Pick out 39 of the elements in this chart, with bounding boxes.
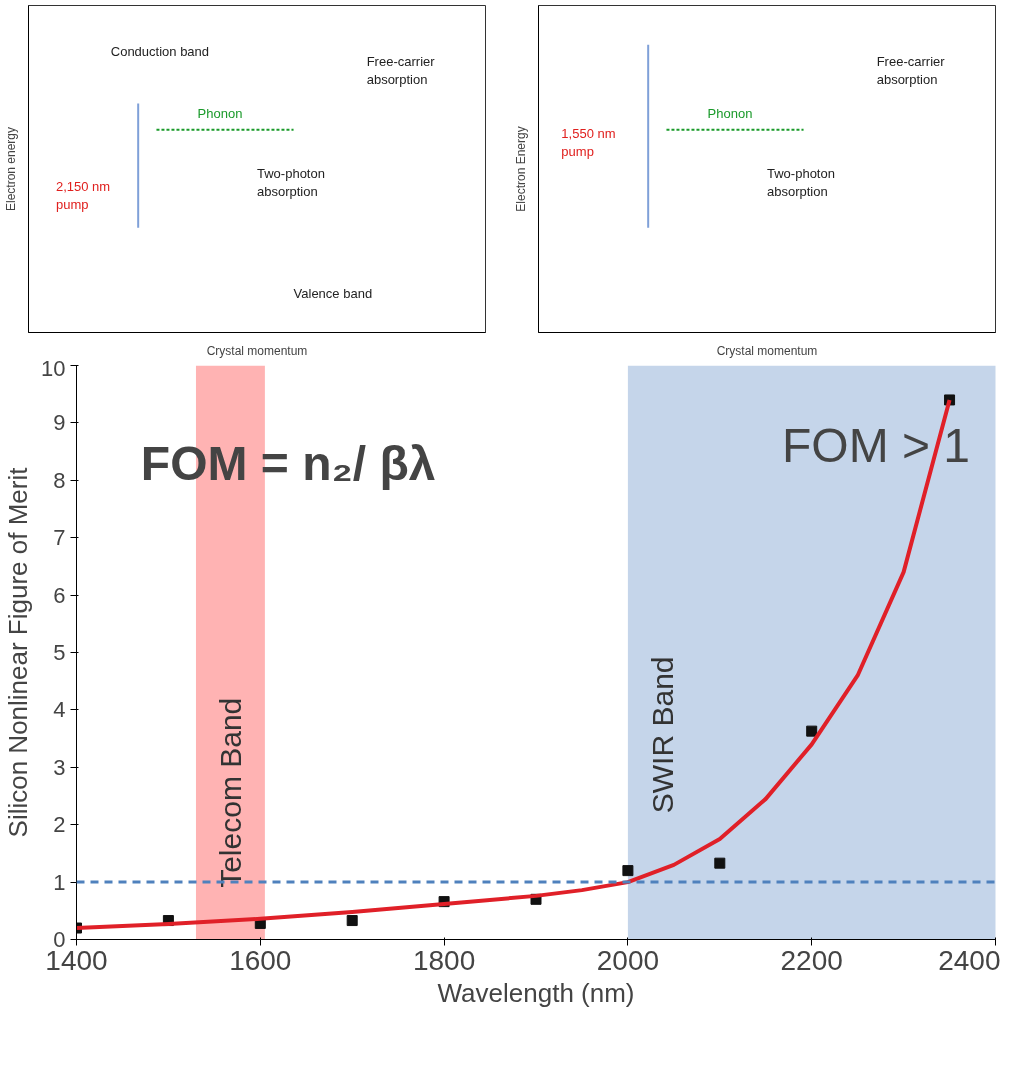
text: Phonon <box>197 105 243 121</box>
y-tick-label: 9 <box>53 410 66 436</box>
y-tick-label: 6 <box>53 582 66 608</box>
x-tick-label: 2400 <box>938 944 1001 976</box>
text: Electron energy <box>3 126 18 212</box>
text: Crystal momentum <box>716 343 818 358</box>
text: Electron Energy <box>513 126 528 212</box>
x-tick-label: 1600 <box>229 944 292 976</box>
y-tick-label: 2 <box>53 812 66 838</box>
y-tick-label: 3 <box>53 754 66 780</box>
text: Conduction band <box>110 43 210 59</box>
y-tick-label: 10 <box>41 355 66 381</box>
point <box>346 915 358 927</box>
band-label: SWIR Band <box>646 656 680 814</box>
text: Free-carrier absorption <box>366 54 436 88</box>
x-tick-label: 1800 <box>412 944 476 976</box>
text: 2,150 nm pump <box>55 178 111 212</box>
y-tick-label: 1 <box>53 869 66 895</box>
text: Free-carrier absorption <box>876 54 946 88</box>
y-tick-label: 4 <box>53 697 66 723</box>
y-axis-title: Silicon Nonlinear Figure of Merit <box>3 466 34 838</box>
annotation: FOM > 1 <box>782 419 971 473</box>
annotation: FOM = n₂/ βλ <box>140 436 436 490</box>
x-tick-label: 2200 <box>780 944 843 976</box>
point <box>806 725 818 737</box>
point <box>714 857 726 869</box>
x-axis-title: Wavelength (nm) <box>437 977 635 1008</box>
x-tick-label: 2000 <box>596 944 660 976</box>
text: Two-photon absorption <box>257 165 325 199</box>
text: Phonon <box>707 105 753 121</box>
text: Two-photon absorption <box>767 165 835 199</box>
point <box>622 865 634 877</box>
text: Valence band <box>293 285 373 301</box>
y-tick-label: 8 <box>53 467 66 493</box>
text: Crystal momentum <box>206 343 308 358</box>
band-label: Telecom Band <box>213 697 247 888</box>
y-tick-label: 5 <box>53 640 66 665</box>
text: 1,550 nm pump <box>561 126 616 160</box>
y-tick-label: 7 <box>53 525 66 551</box>
